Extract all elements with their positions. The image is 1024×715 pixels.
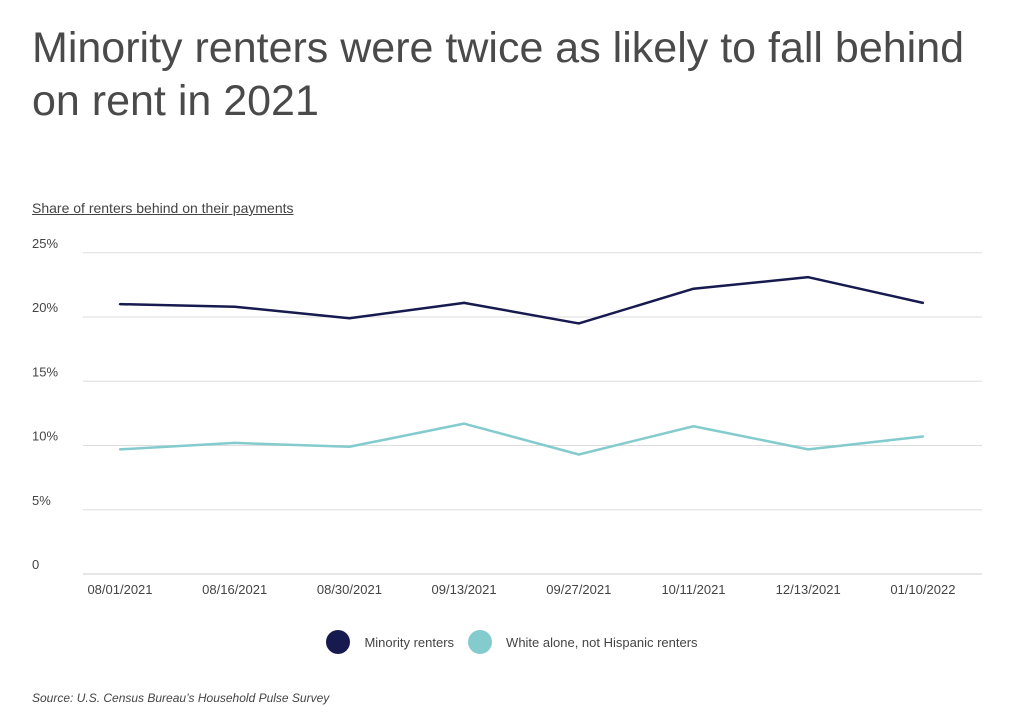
legend-item-white: White alone, not Hispanic renters: [468, 630, 698, 654]
data-point: [462, 422, 466, 425]
y-tick-label: 10%: [32, 429, 58, 444]
x-tick-label: 08/16/2021: [202, 582, 267, 597]
y-tick-label: 15%: [32, 364, 58, 379]
data-point: [118, 448, 122, 451]
data-point: [462, 301, 466, 305]
data-point: [348, 445, 351, 448]
x-tick-label: 12/13/2021: [776, 582, 841, 597]
legend-label: White alone, not Hispanic renters: [506, 634, 698, 650]
chart-subtitle: Share of renters behind on their payment…: [32, 200, 294, 216]
legend-marker-white: [468, 630, 493, 654]
data-point: [233, 305, 236, 308]
series-line-white: [119, 422, 924, 456]
y-tick-label: 5%: [32, 493, 51, 508]
data-point: [921, 435, 925, 438]
line-chart: 0 5% 10% 15% 20% 25% 08/01/2021 08/16/2021 08/30…: [32, 236, 982, 597]
y-tick-label: 25%: [32, 236, 58, 251]
x-tick-label: 09/13/2021: [432, 582, 497, 597]
chart-title: Minority renters were twice as likely to…: [32, 24, 965, 125]
data-point: [921, 301, 925, 305]
y-tick-label: 0: [32, 557, 39, 572]
x-tick-label: 10/11/2021: [661, 582, 725, 597]
data-point: [118, 302, 122, 306]
x-tick-label: 08/30/2021: [317, 582, 382, 597]
data-point: [348, 317, 351, 320]
x-tick-label: 09/27/2021: [546, 582, 611, 597]
data-point: [577, 322, 580, 325]
x-tick-label: 08/01/2021: [87, 582, 152, 597]
series-line-minority: [119, 275, 924, 325]
legend-marker-minority: [326, 630, 351, 654]
legend: Minority renters White alone, not Hispan…: [0, 630, 1024, 654]
data-point: [692, 425, 695, 428]
x-tick-label: 01/10/2022: [890, 582, 955, 597]
data-point: [807, 448, 810, 451]
data-point: [692, 287, 695, 290]
data-point: [577, 453, 580, 456]
legend-label: Minority renters: [364, 634, 455, 650]
legend-item-minority: Minority renters: [326, 630, 454, 654]
source-note: Source: U.S. Census Bureau’s Household P…: [32, 691, 330, 705]
data-point: [233, 441, 236, 445]
data-point: [807, 275, 810, 279]
y-tick-label: 20%: [32, 300, 58, 315]
